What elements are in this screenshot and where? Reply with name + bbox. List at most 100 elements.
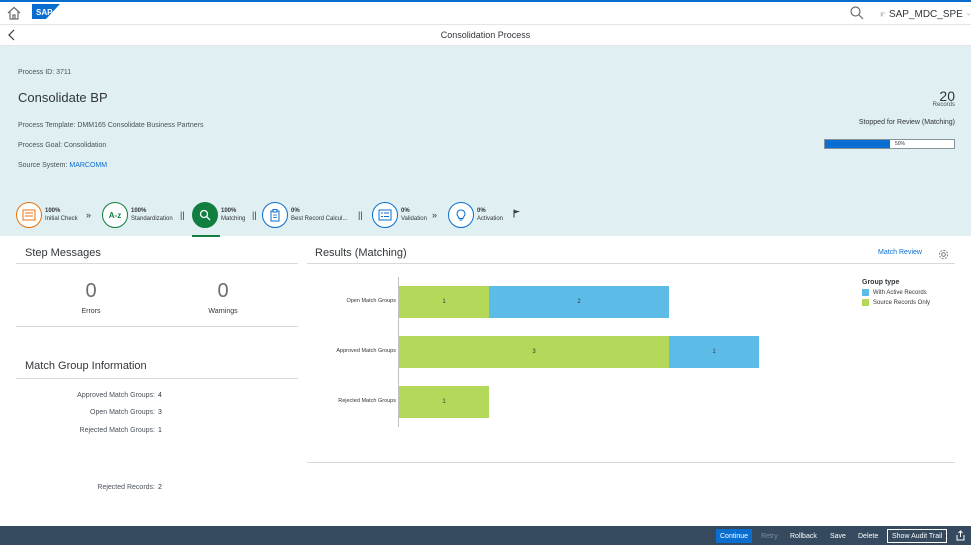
- lightbulb-icon: [456, 208, 466, 220]
- sap-logo[interactable]: SAP: [32, 4, 60, 19]
- approved-match-groups: Approved Match Groups: 4: [0, 392, 162, 399]
- divider: [307, 263, 955, 264]
- step-circle: [192, 202, 218, 228]
- results-chart: Open Match Groups 1 2 Approved Match Groups…: [310, 272, 950, 437]
- process-template: Process Template: DMM165 Consolidate Bus…: [18, 122, 204, 129]
- legend-swatch: [862, 289, 869, 296]
- a-z-icon: A-z: [108, 210, 122, 220]
- step-name: Best Record Calcul...: [291, 216, 348, 222]
- step-circle: [372, 202, 398, 228]
- process-steps: 100% Initial Check » A-z 100% Standardiz…: [16, 201, 536, 237]
- chart-y-axis: [398, 277, 399, 427]
- legend-swatch: [862, 299, 869, 306]
- step-circle: [16, 202, 42, 228]
- chart-bar[interactable]: 3: [399, 336, 669, 368]
- search-icon[interactable]: [849, 5, 865, 21]
- process-status: Stopped for Review (Matching): [858, 119, 955, 126]
- chart-bar[interactable]: 1: [669, 336, 759, 368]
- home-icon[interactable]: [6, 5, 22, 21]
- rejected-match-groups-value: 1: [158, 427, 162, 434]
- step-percent: 0%: [401, 208, 410, 214]
- divider: [16, 326, 298, 327]
- pause-icon: ||: [252, 210, 257, 220]
- object-header: Process ID: 3711 Consolidate BP Process …: [0, 46, 971, 237]
- bar-value-label: 1: [442, 399, 446, 405]
- user-icon: [880, 11, 885, 17]
- process-goal: Process Goal: Consolidation: [18, 142, 107, 149]
- step-percent: 100%: [45, 208, 61, 214]
- process-id: Process ID: 3711: [18, 69, 72, 76]
- title-bar: Consolidation Process: [0, 25, 971, 46]
- match-review-link[interactable]: Match Review: [878, 249, 922, 256]
- step-circle: [262, 202, 288, 228]
- legend-item[interactable]: Source Records Only: [862, 299, 930, 306]
- category-label: Open Match Groups: [346, 298, 396, 304]
- step-name: Standardization: [131, 216, 173, 222]
- save-button[interactable]: Save: [830, 532, 846, 540]
- step-validation[interactable]: 0% Validation: [372, 201, 427, 229]
- errors-label: Errors: [81, 308, 101, 315]
- legend-title: Group type: [862, 279, 900, 286]
- clipboard-icon: [270, 208, 280, 221]
- chart-bar[interactable]: 1: [399, 286, 489, 318]
- back-icon[interactable]: [6, 29, 18, 41]
- progress-text: 50%: [895, 141, 906, 147]
- sap-logo-text: SAP: [36, 8, 53, 17]
- rejected-records-label: Rejected Records:: [97, 484, 155, 491]
- errors-count[interactable]: 0: [85, 280, 97, 302]
- records-count: 20: [939, 88, 955, 104]
- rejected-match-groups-label: Rejected Match Groups:: [79, 427, 155, 434]
- legend-item[interactable]: With Active Records: [862, 289, 930, 296]
- footer-toolbar: Continue Retry Rollback Save Delete Show…: [0, 526, 971, 545]
- divider: [307, 462, 955, 463]
- source-system-label: Source System:: [18, 162, 70, 169]
- show-audit-trail-button[interactable]: Show Audit Trail: [887, 529, 948, 543]
- page-title: Consolidation Process: [440, 30, 531, 40]
- bar-value-label: 3: [532, 349, 536, 355]
- step-standardization[interactable]: A-z 100% Standardization: [102, 201, 173, 229]
- chevron-double-icon: »: [86, 210, 92, 220]
- step-percent: 100%: [131, 208, 147, 214]
- open-match-groups: Open Match Groups: 3: [0, 409, 162, 416]
- step-circle: [448, 202, 474, 228]
- user-menu[interactable]: SAP_MDC_SPE: [880, 6, 970, 22]
- step-activation[interactable]: 0% Activation: [448, 201, 503, 229]
- progress-indicator: 50%: [824, 139, 955, 149]
- divider: [16, 378, 298, 379]
- bar-value-label: 1: [712, 349, 716, 355]
- step-matching[interactable]: 100% Matching: [192, 201, 245, 229]
- gear-icon[interactable]: [938, 249, 949, 260]
- step-messages-title: Step Messages: [25, 247, 101, 259]
- step-circle: A-z: [102, 202, 128, 228]
- warnings-count[interactable]: 0: [217, 280, 229, 302]
- bar-value-label: 1: [442, 299, 446, 305]
- retry-button[interactable]: Retry: [761, 532, 778, 540]
- source-system: Source System: MARCOMM: [18, 162, 107, 169]
- step-name: Matching: [221, 216, 246, 222]
- share-icon[interactable]: [955, 530, 966, 541]
- legend-label: Source Records Only: [873, 299, 931, 306]
- pause-icon: ||: [180, 210, 185, 220]
- records-label: Records: [932, 102, 955, 108]
- step-name: Initial Check: [45, 216, 78, 222]
- rollback-button[interactable]: Rollback: [790, 532, 817, 540]
- chart-bar[interactable]: 2: [489, 286, 669, 318]
- step-name: Activation: [477, 216, 504, 222]
- step-percent: 0%: [291, 208, 300, 214]
- step-percent: 100%: [221, 208, 237, 214]
- flag-icon: [513, 209, 520, 218]
- shell-bar: SAP SAP_MDC_SPE: [0, 0, 971, 25]
- continue-button[interactable]: Continue: [716, 529, 753, 543]
- search-icon: [199, 209, 211, 221]
- progress-fill: [825, 140, 890, 148]
- match-group-info-title: Match Group Information: [25, 360, 147, 372]
- user-name: SAP_MDC_SPE: [888, 8, 963, 20]
- step-initial-check[interactable]: 100% Initial Check: [16, 201, 78, 229]
- delete-button[interactable]: Delete: [858, 532, 879, 540]
- source-system-link[interactable]: MARCOMM: [69, 162, 108, 169]
- results-title: Results (Matching): [315, 247, 407, 259]
- rejected-records-value: 2: [158, 484, 162, 491]
- chart-bar[interactable]: 1: [399, 386, 489, 418]
- step-best-record[interactable]: 0% Best Record Calcul...: [262, 201, 347, 229]
- category-label: Rejected Match Groups: [338, 398, 396, 404]
